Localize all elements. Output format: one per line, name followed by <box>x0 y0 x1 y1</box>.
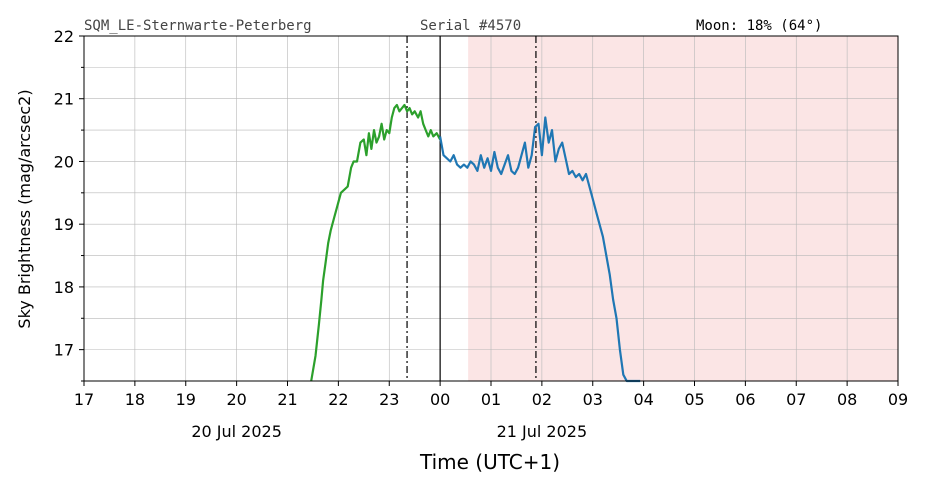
x-tick-label: 23 <box>379 390 399 409</box>
x-tick-label: 09 <box>888 390 908 409</box>
x-tick-label: 21 <box>277 390 297 409</box>
x-tick-label: 22 <box>328 390 348 409</box>
y-tick-label: 20 <box>54 152 74 171</box>
y-tick-label: 21 <box>54 90 74 109</box>
y-tick-label: 18 <box>54 278 74 297</box>
x-tick-label: 07 <box>786 390 806 409</box>
x-axis-label: Time (UTC+1) <box>419 450 560 474</box>
y-tick-label: 22 <box>54 27 74 46</box>
serial-number: Serial #4570 <box>420 18 521 34</box>
x-tick-label: 01 <box>481 390 501 409</box>
series-line-1 <box>310 103 442 382</box>
y-axis-label: Sky Brightness (mag/arcsec2) <box>15 89 34 328</box>
date-label: 21 Jul 2025 <box>497 422 588 441</box>
shaded-region <box>468 36 898 381</box>
x-tick-label: 00 <box>430 390 450 409</box>
x-tick-label: 20 <box>226 390 246 409</box>
x-tick-label: 04 <box>633 390 653 409</box>
y-tick-label: 19 <box>54 215 74 234</box>
x-tick-label: 02 <box>532 390 552 409</box>
x-tick-label: 05 <box>684 390 704 409</box>
date-label: 20 Jul 2025 <box>191 422 282 441</box>
series-line-2 <box>439 116 641 383</box>
station-name: SQM_LE-Sternwarte-Peterberg <box>84 18 312 34</box>
x-tick-label: 18 <box>125 390 145 409</box>
x-tick-label: 03 <box>583 390 603 409</box>
x-tick-label: 08 <box>837 390 857 409</box>
x-tick-label: 06 <box>735 390 755 409</box>
moon-info: Moon: 18% (64°) <box>696 18 822 34</box>
x-tick-label: 17 <box>74 390 94 409</box>
y-tick-label: 17 <box>54 341 74 360</box>
x-tick-label: 19 <box>176 390 196 409</box>
